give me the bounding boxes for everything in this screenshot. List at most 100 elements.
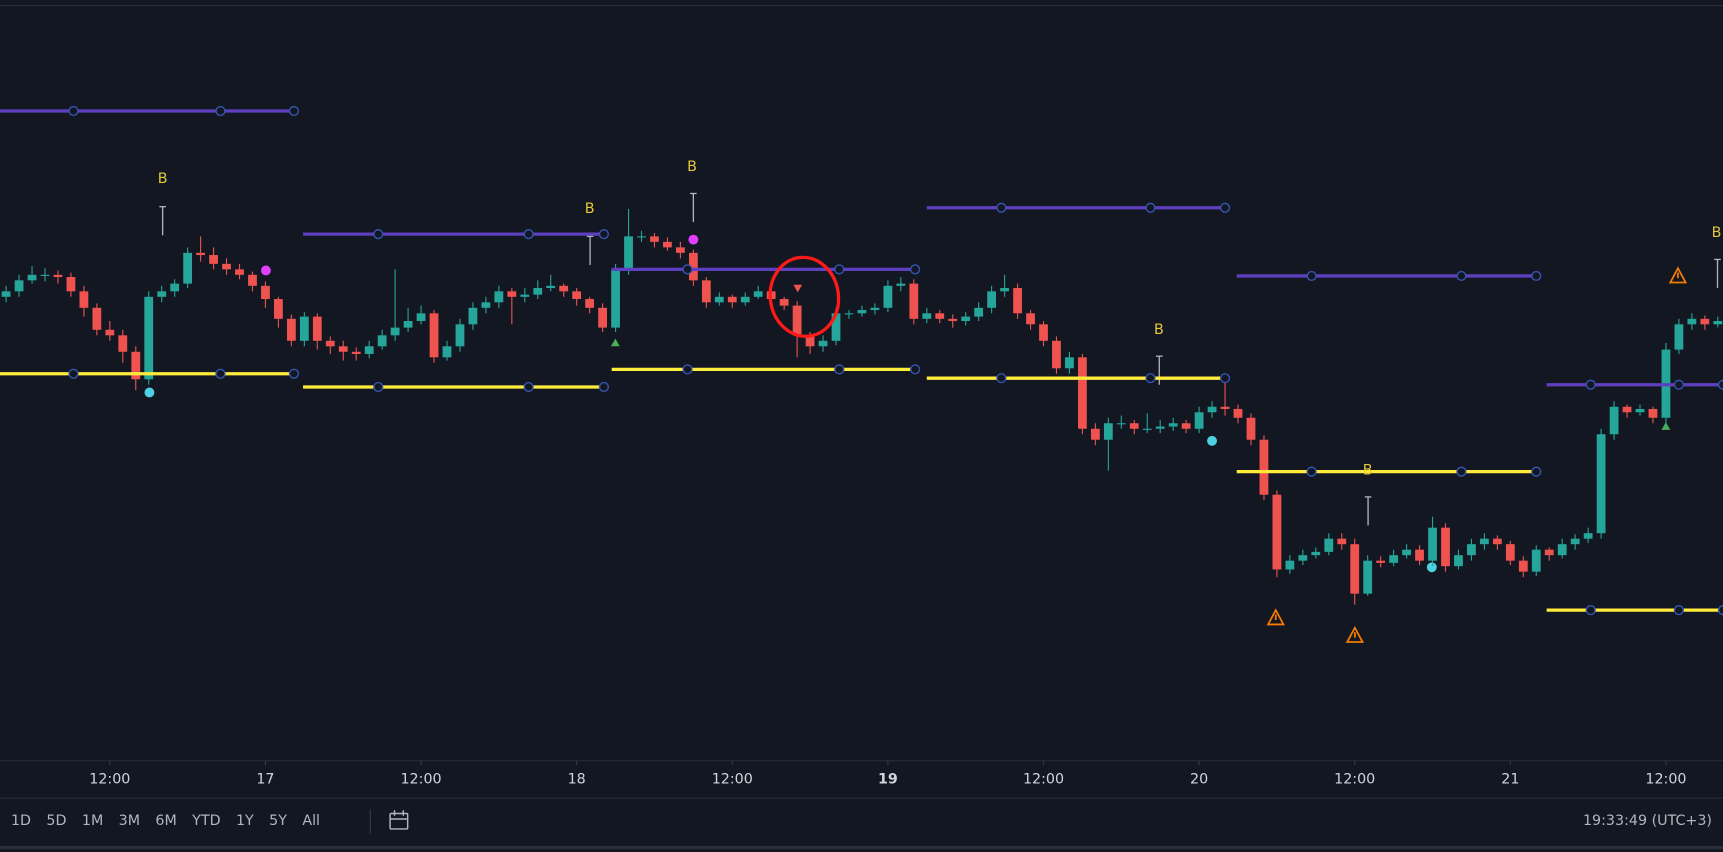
candle-body	[118, 335, 128, 352]
candle-body	[170, 283, 180, 292]
range-button[interactable]: 1D	[11, 813, 31, 829]
candle-body	[40, 274, 50, 276]
candle-body	[974, 307, 984, 317]
candle-body	[248, 274, 257, 286]
level-handle	[834, 364, 845, 375]
toolbar: 1D 5D 1M 3M 6M YTD 1Y 5Y All	[11, 813, 320, 829]
candle-body	[1090, 428, 1100, 440]
level-handle	[215, 368, 226, 379]
candle-body	[1505, 544, 1515, 561]
level-handle	[1456, 466, 1467, 477]
x-tick-label: 20	[1190, 771, 1208, 787]
candle-body	[714, 296, 724, 303]
candle-body	[572, 291, 582, 300]
candle-body	[1700, 318, 1710, 325]
candle-body	[1376, 560, 1386, 563]
candle-body	[1363, 560, 1373, 594]
signal-label: B	[1712, 225, 1722, 241]
range-button[interactable]: 5Y	[269, 813, 287, 829]
candle-body	[312, 316, 322, 341]
candle-body	[520, 294, 530, 297]
candle-body	[1674, 324, 1684, 350]
level-handle	[910, 264, 921, 275]
candle-body	[1441, 527, 1450, 567]
cyan-dot	[1426, 562, 1437, 573]
candle-body	[468, 307, 478, 325]
range-button[interactable]: 6M	[155, 813, 176, 829]
candle-body	[1648, 408, 1658, 418]
signal-label: B	[1363, 463, 1373, 479]
candle-body	[1000, 288, 1009, 292]
candle-body	[1350, 544, 1360, 594]
level-handle	[1717, 605, 1723, 616]
candle-body	[1078, 357, 1087, 429]
x-tick-label: 19	[878, 771, 898, 787]
candle-body	[1259, 439, 1269, 495]
range-button[interactable]: YTD	[191, 813, 220, 829]
range-button[interactable]: 3M	[119, 813, 140, 829]
candle-body	[831, 313, 841, 341]
level-handle	[1145, 202, 1156, 213]
candle-body	[429, 313, 439, 358]
candle-body	[1596, 434, 1606, 534]
level-handle	[1673, 379, 1685, 390]
candle-body	[1039, 324, 1048, 341]
signal-markers	[144, 192, 1721, 643]
range-button[interactable]: 5D	[46, 813, 66, 829]
candle-body	[196, 252, 206, 256]
candle-body	[637, 236, 646, 238]
clock: 19:33:49 (UTC+3)	[1583, 813, 1712, 829]
signal-label: B	[585, 201, 595, 217]
x-tick-label: 17	[256, 771, 274, 787]
level-handle	[1673, 605, 1685, 616]
candle-body	[1285, 560, 1295, 570]
candle-body	[157, 291, 167, 297]
candle-body	[805, 335, 815, 347]
candles	[1, 208, 1723, 605]
candle-body	[650, 236, 659, 242]
candle-body	[624, 236, 633, 270]
candle-body	[1272, 494, 1282, 570]
candle-body	[1570, 538, 1580, 545]
level-handle	[288, 105, 300, 117]
range-button[interactable]: 1Y	[236, 813, 254, 829]
calendar-icon[interactable]	[389, 810, 409, 830]
candle-body	[481, 302, 491, 308]
level-handle	[1531, 466, 1542, 477]
candle-body	[1298, 555, 1308, 561]
level-handle	[68, 368, 79, 379]
candle-body	[377, 335, 387, 347]
candle-body	[299, 316, 309, 341]
candle-body	[1168, 423, 1178, 427]
range-button[interactable]: 1M	[82, 813, 103, 829]
candle-body	[351, 351, 361, 354]
candle-body	[416, 313, 426, 322]
level-handle	[1219, 202, 1231, 213]
candle-body	[27, 274, 37, 281]
candle-body	[1194, 412, 1204, 429]
candle-body	[1622, 406, 1632, 413]
x-tick-label: 12:00	[1023, 771, 1064, 787]
level-handle	[68, 105, 79, 117]
magenta-dot	[688, 234, 699, 245]
level-handle	[1717, 379, 1723, 390]
candle-body	[740, 296, 750, 303]
candle-body	[909, 283, 919, 319]
candle-body	[961, 316, 971, 322]
range-button[interactable]: All	[302, 813, 320, 829]
candle-body	[559, 285, 569, 292]
level-handle	[1306, 270, 1317, 282]
candle-body	[1557, 544, 1567, 556]
candle-body	[1402, 549, 1411, 556]
highlight-circle	[768, 255, 841, 338]
level-handle	[373, 229, 384, 240]
candle-body	[92, 307, 102, 330]
candle-body	[676, 247, 685, 253]
level-handle	[996, 373, 1007, 384]
x-axis: 12:00 17 12:00 18 12:00 19 12:00 20 12:00 21 12:00	[89, 760, 1687, 787]
candle-body	[286, 318, 296, 341]
candle-body	[1713, 321, 1723, 325]
level-handle	[523, 381, 534, 393]
